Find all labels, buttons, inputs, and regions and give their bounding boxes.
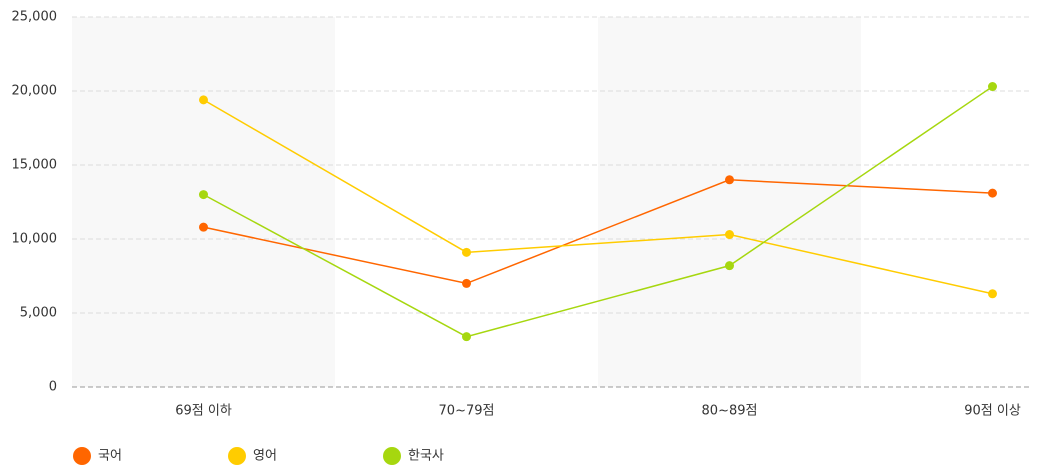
legend-label: 영어: [253, 449, 277, 464]
band-shade: [598, 17, 861, 387]
point: [199, 222, 208, 232]
point: [199, 190, 208, 200]
y-tick-label: 15,000: [12, 158, 58, 173]
x-tick-label: 80~89점: [702, 404, 758, 419]
point: [725, 230, 734, 240]
point: [199, 95, 208, 105]
point: [988, 188, 997, 198]
point: [462, 332, 471, 342]
legend-label: 국어: [98, 449, 122, 464]
legend-swatch: [383, 447, 401, 465]
y-tick-label: 20,000: [12, 84, 58, 99]
legend-swatch: [228, 447, 246, 465]
point: [462, 247, 471, 257]
point: [988, 289, 997, 299]
series-line: [203, 85, 993, 338]
y-tick-label: 25,000: [12, 10, 58, 25]
x-tick-label: 90점 이상: [964, 404, 1021, 419]
point: [725, 261, 734, 271]
point: [462, 278, 471, 288]
x-tick-label: 69점 이하: [175, 404, 232, 419]
series-line: [203, 99, 993, 295]
y-tick-label: 10,000: [12, 232, 58, 247]
y-tick-label: 0: [49, 380, 57, 395]
band-shade: [72, 17, 335, 387]
legend-label: 한국사: [408, 449, 444, 464]
point: [725, 175, 734, 185]
y-tick-label: 5,000: [20, 306, 57, 321]
series-line: [203, 179, 993, 285]
legend-swatch: [73, 447, 91, 465]
point: [988, 82, 997, 92]
x-tick-label: 70~79점: [439, 404, 495, 419]
